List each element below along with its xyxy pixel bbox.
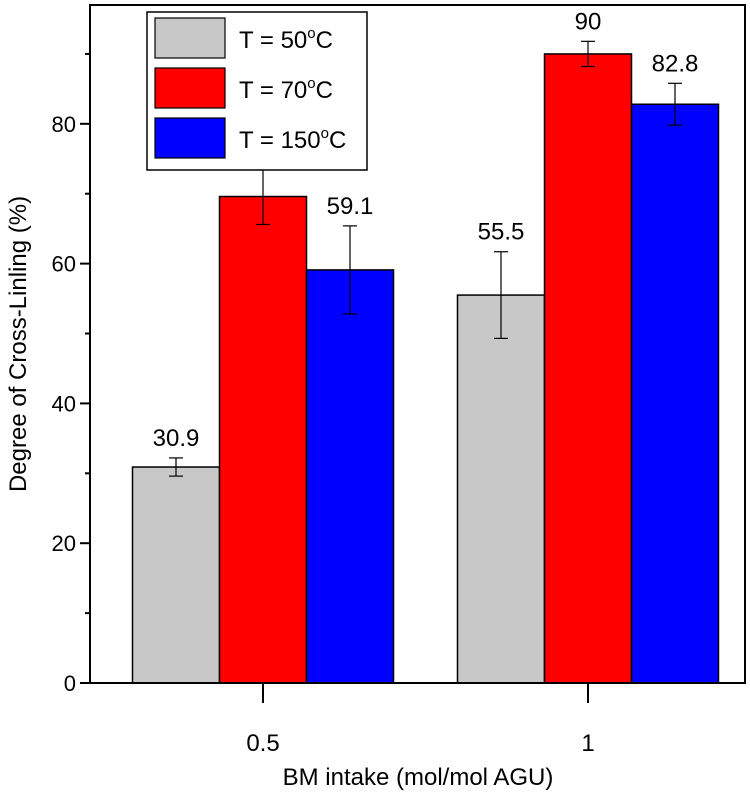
bar [305, 269, 395, 684]
x-tick-label: 0.5 [246, 730, 279, 757]
data-label: 90 [575, 8, 602, 35]
bar [630, 103, 720, 684]
plot-frame [89, 4, 746, 684]
y-tick-label: 20 [52, 531, 76, 556]
y-axis-label: Degree of Cross-Linling (%) [5, 196, 32, 492]
y-tick-label: 60 [52, 252, 76, 277]
data-label: 82.8 [652, 50, 699, 77]
legend-label-value: T = 70 [239, 77, 307, 104]
legend-label: T = 150oC [239, 125, 346, 154]
x-tick-label: 1 [581, 730, 594, 757]
bar [543, 53, 633, 684]
legend-degree-sign: o [307, 25, 315, 42]
legend-swatch [154, 67, 226, 109]
legend-swatch [154, 17, 226, 59]
x-axis-label: BM intake (mol/mol AGU) [283, 764, 554, 791]
y-tick-label: 80 [52, 112, 76, 137]
legend-unit: C [316, 27, 333, 54]
legend-label: T = 70oC [239, 75, 333, 104]
legend-degree-sign: o [321, 125, 329, 142]
bar [456, 294, 546, 684]
legend-label-value: T = 150 [239, 127, 321, 154]
legend-label-value: T = 50 [239, 27, 307, 54]
legend-degree-sign: o [307, 75, 315, 92]
bar [218, 195, 308, 684]
legend-swatch [154, 117, 226, 159]
data-label: 30.9 [153, 425, 200, 452]
y-tick-label: 40 [52, 391, 76, 416]
y-tick-label: 0 [64, 671, 76, 696]
legend-label: T = 50oC [239, 25, 333, 54]
legend-unit: C [329, 127, 346, 154]
bar [131, 466, 221, 684]
data-label: 55.5 [478, 219, 525, 246]
x-axis: 0.5 1 [246, 683, 595, 757]
y-axis: 0 20 40 60 80 [52, 52, 90, 696]
legend-unit: C [316, 77, 333, 104]
data-label: 59.1 [327, 193, 374, 220]
